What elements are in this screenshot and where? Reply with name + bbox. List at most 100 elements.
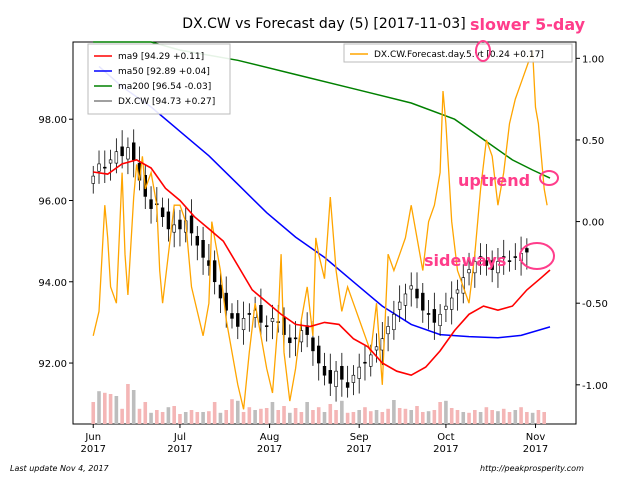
volume-bar <box>536 410 541 424</box>
candle-body <box>114 151 119 164</box>
volume-bar <box>282 406 286 424</box>
volume-bar <box>368 411 373 424</box>
candle-body <box>120 146 124 157</box>
candle-body <box>525 248 529 253</box>
source-url: http://peakprosperity.com <box>480 464 584 473</box>
forecast-legend-label: DX.CW.Forecast.day.5.vt [0.24 +0.17] <box>374 50 544 60</box>
candle-body <box>172 224 176 233</box>
candle-body <box>224 292 228 311</box>
candle-body <box>513 256 517 258</box>
x-tick-year: 2017 <box>346 444 371 455</box>
volume-bar <box>241 412 246 424</box>
candle-body <box>317 345 321 364</box>
volume-bar <box>293 408 298 424</box>
last-update-text: Last update Nov 4, 2017 <box>10 464 110 473</box>
candle-body <box>288 337 292 344</box>
volume-bar <box>478 412 483 424</box>
legend-label: ma200 [96.54 -0.03] <box>118 82 211 92</box>
left-tick-label: 96.00 <box>38 196 67 207</box>
candle-body <box>178 219 182 230</box>
volume-bar <box>143 402 148 424</box>
volume-bar <box>108 394 113 424</box>
volume-bar <box>218 412 223 424</box>
ma50-line <box>98 65 551 339</box>
candle-body <box>195 235 200 246</box>
volume-bar <box>449 408 454 424</box>
volume-bar <box>276 410 281 424</box>
volume-bar <box>183 412 188 424</box>
volume-bar <box>490 410 494 424</box>
annotation-circle <box>475 40 491 62</box>
ma50-series <box>98 65 551 339</box>
series-legend: ma9 [94.29 +0.11] ma50 [92.89 +0.04] ma200… <box>87 43 231 115</box>
candle-body <box>409 285 413 290</box>
candle-body <box>166 211 171 230</box>
candle-body <box>507 260 512 262</box>
volume-bar <box>102 392 107 424</box>
volume-bar <box>340 400 344 424</box>
candle-body <box>236 313 240 327</box>
legend-label: ma50 [92.89 +0.04] <box>118 67 210 77</box>
volume-bar <box>496 411 500 424</box>
volume-bar <box>201 412 205 424</box>
volume-bar <box>438 402 442 424</box>
volume-bar <box>403 408 408 424</box>
candle-body <box>218 284 223 299</box>
ma9-series <box>93 159 551 377</box>
candle-body <box>247 313 252 315</box>
volume-bar <box>322 412 327 424</box>
candle-body <box>426 313 431 315</box>
volume-bar <box>230 399 234 424</box>
chart-title: DX.CW vs Forecast day (5) [2017-11-03] <box>182 16 465 32</box>
volume-bar <box>328 404 333 424</box>
right-tick-label: -1.00 <box>582 381 608 392</box>
candle-body <box>455 289 460 294</box>
volume-bar <box>513 410 518 424</box>
volume-bar <box>473 410 477 424</box>
candle-body <box>230 313 234 319</box>
volume-bar <box>420 412 425 424</box>
x-tick-label: Jun <box>84 432 101 443</box>
candle-body <box>403 293 408 306</box>
volume-bar <box>97 391 101 424</box>
volume-bar <box>235 400 240 424</box>
volume-bar <box>131 390 136 424</box>
candle-body <box>363 361 367 364</box>
annotation-text: slower 5-day <box>470 15 586 34</box>
candle-body <box>293 337 298 340</box>
volume-bar <box>316 407 321 424</box>
candle-body <box>357 366 361 379</box>
legend-label: DX.CW [94.73 +0.27] <box>118 97 215 107</box>
volume-bar <box>91 402 96 424</box>
volume-bar <box>305 402 309 424</box>
annotations: slower 5-day uptrend sideways <box>424 15 586 270</box>
volume-bar <box>380 412 385 424</box>
volume-bar <box>455 410 460 424</box>
volume-bar <box>501 408 506 424</box>
forecast-legend: DX.CW.Forecast.day.5.vt [0.24 +0.17] <box>343 43 573 63</box>
candle-body <box>502 256 506 258</box>
right-tick-label: -0.50 <box>582 299 608 310</box>
volume-bar <box>126 384 130 424</box>
volume-bar <box>207 411 211 424</box>
ma9-line <box>93 159 551 377</box>
candle-body <box>259 305 263 323</box>
candle-body <box>311 337 315 352</box>
candle-body <box>97 163 101 172</box>
volume-bar <box>461 412 466 424</box>
volume-bar <box>253 410 257 424</box>
candle-body <box>478 256 483 258</box>
candle-body <box>264 325 269 327</box>
forecast-line <box>92 49 548 410</box>
forecast-legend-box <box>343 43 573 63</box>
annotation-circle <box>519 242 555 270</box>
candle-body <box>496 261 500 274</box>
volume-bar <box>114 396 119 424</box>
x-tick-year: 2017 <box>257 444 282 455</box>
volume-bar <box>334 410 338 424</box>
volume-bar <box>172 406 176 424</box>
candle-body <box>189 215 194 234</box>
volume-bar <box>195 412 200 424</box>
candle-body <box>132 142 136 161</box>
candle-body <box>201 240 205 258</box>
